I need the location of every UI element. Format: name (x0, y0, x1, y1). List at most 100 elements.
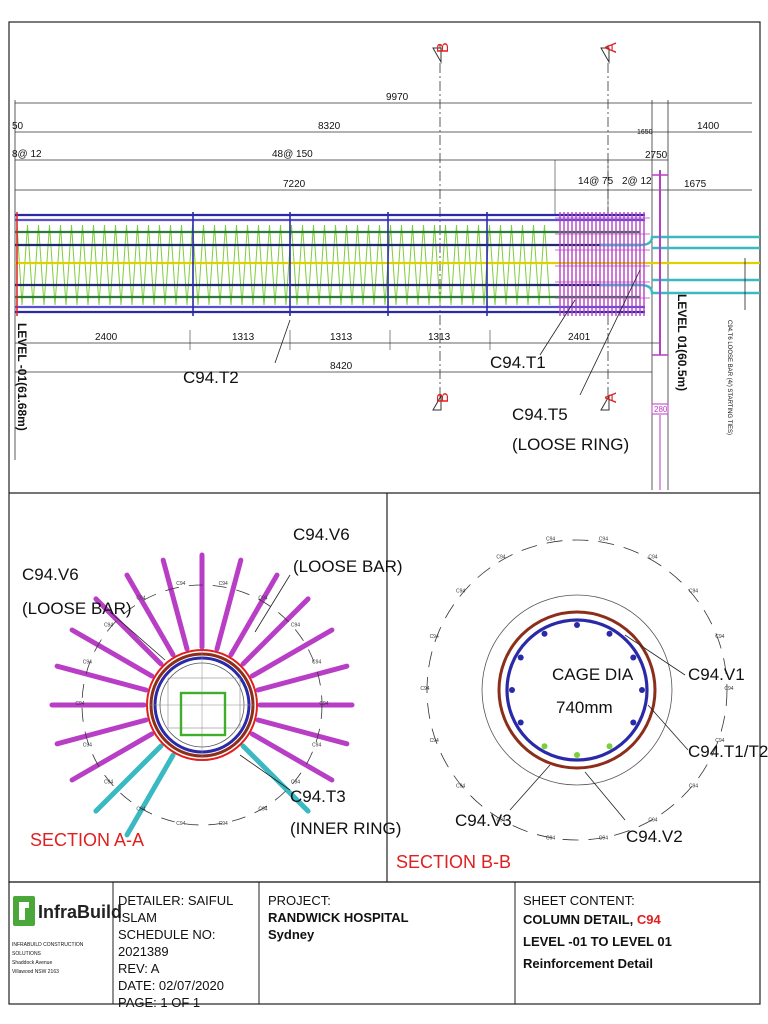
leader-v2 (584, 771, 626, 821)
section-letter-b-bottom: B (435, 392, 452, 403)
leader-v6-left (109, 611, 166, 661)
bar-mark-label: C94 (496, 818, 505, 824)
bar-mark-label: C94 (648, 818, 657, 824)
vertical-bar (541, 743, 548, 750)
bar-mark-label: C94 (291, 623, 300, 629)
sheet-content: SHEET CONTENT: COLUMN DETAIL, C94 LEVEL … (523, 892, 758, 975)
bar-mark-label: C94 (599, 536, 608, 542)
section-bb-title: SECTION B-B (396, 852, 511, 872)
vertical-bar (517, 654, 524, 661)
loose-bar (69, 731, 155, 783)
logo-wordmark: InfraBuild (38, 902, 122, 922)
date: DATE: 02/07/2020 (118, 978, 224, 993)
bar-mark-label: C94 (546, 836, 555, 842)
vertical-bar (639, 687, 645, 693)
bar-mark-label: C94 (258, 595, 267, 601)
leader-t3 (239, 754, 291, 791)
bar-mark-label: C94 (724, 686, 733, 692)
dim-bottom-4: 1313 (428, 332, 451, 343)
dim-bottom-2: 1313 (232, 332, 255, 343)
label-v3: C94.V3 (455, 811, 512, 830)
dim-main: 8320 (318, 121, 341, 132)
label-v6-right-b: (LOOSE BAR) (293, 557, 403, 576)
bar-mark-label: C94 (420, 686, 429, 692)
loose-bar (124, 572, 176, 658)
loose-bar (54, 717, 149, 747)
company-address: INFRABUILD CONSTRUCTION SOLUTIONS Shaddo… (12, 941, 112, 977)
bar-mark-label: C94 (312, 743, 321, 749)
loose-bar (93, 743, 164, 814)
starting-ties-note: C94.T6 LOOSE BAR (4/) STARTING TIES) (726, 320, 732, 435)
dim-length: 7220 (283, 179, 306, 190)
page-number: PAGE: 1 OF 1 (118, 995, 201, 1010)
bar-mark-label: C94 (599, 836, 608, 842)
cage-dia-label: CAGE DIA (552, 665, 634, 684)
section-aa-title: SECTION A-A (30, 830, 144, 850)
bar-mark-label: C94 (219, 581, 228, 587)
content-label: SHEET CONTENT: (523, 893, 635, 908)
loose-bar (93, 596, 164, 667)
section-letter-a-bottom: A (603, 392, 620, 403)
vertical-bar (606, 630, 613, 637)
label-v2: C94.V2 (626, 827, 683, 846)
section-bb-dim-ring: C94C94C94C94C94C94C94C94C94C94C94C94C94C… (420, 536, 733, 841)
section-marker-a-top (600, 47, 610, 64)
label-c94-t5: C94.T5 (512, 405, 568, 424)
content-line-2: LEVEL -01 TO LEVEL 01 (523, 934, 672, 949)
section-marker-b-bottom (432, 394, 442, 411)
content-title: COLUMN DETAIL, (523, 912, 634, 927)
bar-mark-label: C94 (430, 634, 439, 640)
spacing-c: 14@ 75 (578, 176, 614, 187)
section-marker-a-bottom (600, 394, 610, 411)
dim-left-small: 50 (12, 121, 24, 132)
leader-t2 (274, 319, 291, 364)
ring-blue (505, 618, 649, 762)
vertical-bar (574, 752, 580, 758)
label-t3-b: (INNER RING) (290, 819, 401, 838)
dim-lap: 2750 (645, 150, 668, 161)
level-right-label: LEVEL 01(60.5m) (675, 294, 689, 391)
bar-mark-label: C94 (312, 659, 321, 665)
section-aa: C94 C94 C94 C94 C94 C94 C94 C94 C94 C94 C94 C94 C94 C… (22, 525, 403, 850)
dim-right-top: 1400 (697, 121, 720, 132)
spacing-a: 8@ 12 (12, 149, 42, 160)
loose-bar (249, 627, 335, 679)
content-mark: C94 (636, 912, 661, 927)
label-loose-ring: (LOOSE RING) (512, 435, 629, 454)
vertical-bar (541, 630, 548, 637)
project-label: PROJECT: (268, 893, 331, 908)
dim-lap2: 1675 (684, 179, 707, 190)
bar-mark-label: C94 (319, 701, 328, 707)
bar-mark-label: C94 (176, 581, 185, 587)
bar-mark-label: C94 (75, 701, 84, 707)
loose-bar (228, 572, 280, 658)
dim-280: 280 (654, 405, 668, 414)
project-name: RANDWICK HOSPITAL (268, 910, 409, 925)
vertical-bar (606, 743, 613, 750)
loose-bar (160, 557, 190, 652)
loose-bar (249, 731, 335, 783)
label-t3: C94.T3 (290, 787, 346, 806)
leader-t1 (539, 299, 576, 356)
bar-mark-label: C94 (219, 821, 228, 827)
label-v6-left-b: (LOOSE BAR) (22, 599, 132, 618)
dim-right-mid: 1650 (637, 129, 653, 136)
title-block-border (8, 881, 761, 1005)
bar-mark-label: C94 (496, 554, 505, 560)
close-tie-zone (555, 212, 650, 316)
section-bb: C94C94C94C94C94C94C94C94C94C94C94C94C94C… (396, 536, 768, 872)
loose-bar (69, 627, 155, 679)
project-info: PROJECT: RANDWICK HOSPITAL Sydney (268, 892, 508, 943)
bar-mark-label: C94 (430, 738, 439, 744)
label-c94-t1: C94.T1 (490, 353, 546, 372)
bar-mark-label: C94 (136, 807, 145, 813)
leader-v1 (624, 634, 686, 676)
company-street: Shaddock Avenue (12, 960, 53, 966)
dim-bottom-1: 2400 (95, 332, 118, 343)
small-dim-box (651, 403, 669, 415)
inner-ring-t3 (179, 691, 227, 737)
company-suburb: Villawood NSW 2163 (12, 969, 59, 975)
schedule-info: DETAILER: SAIFUL ISLAM SCHEDULE NO: 2021… (118, 892, 258, 1011)
bar-mark-label: C94 (104, 779, 113, 785)
project-city: Sydney (268, 927, 315, 942)
